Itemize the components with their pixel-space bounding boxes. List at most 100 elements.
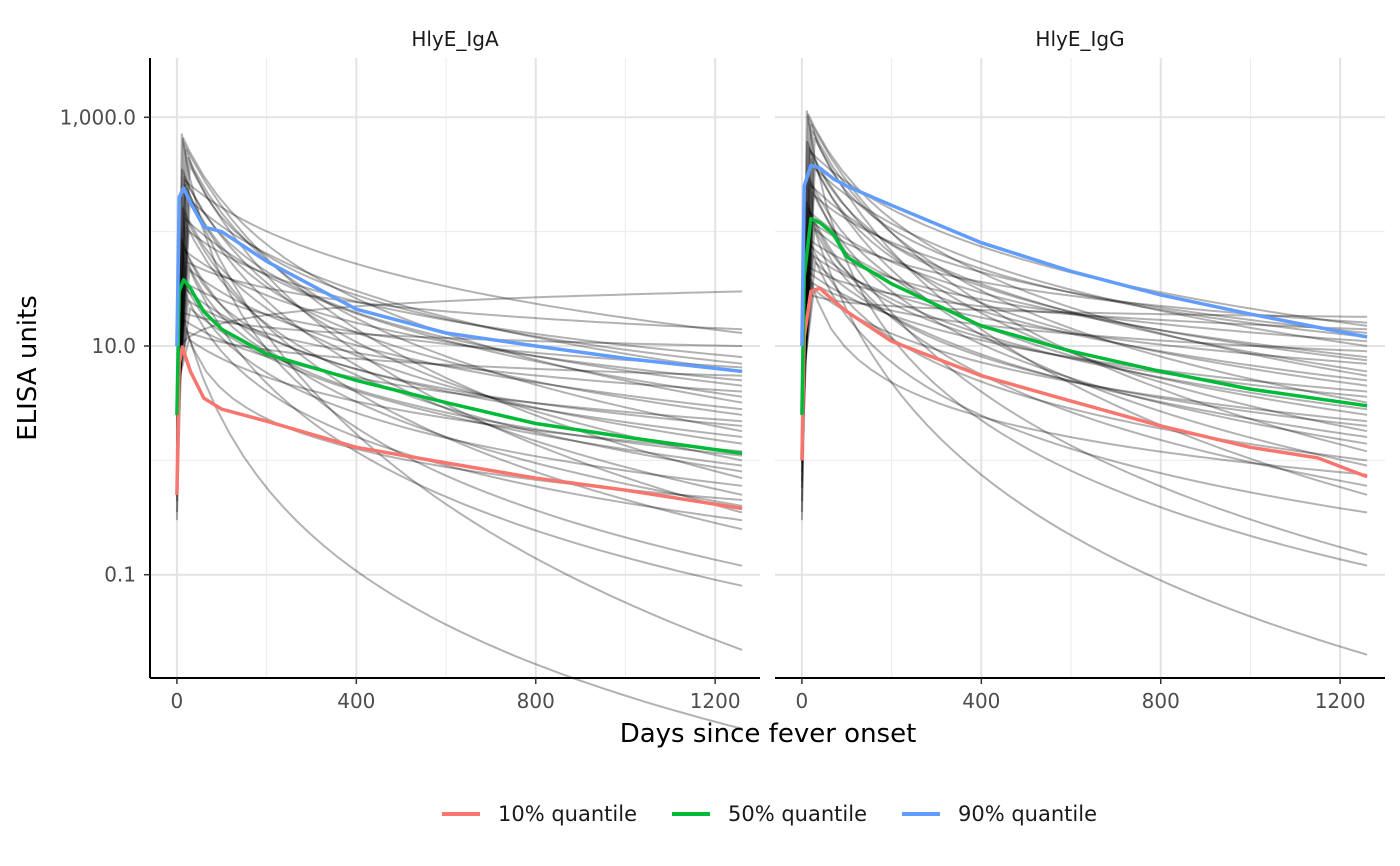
- x-tick-label: 400: [962, 689, 1000, 713]
- quantile-10-line: [800, 286, 1368, 479]
- individual-curve: [175, 197, 743, 437]
- individual-curve: [175, 318, 743, 423]
- individual-curve: [800, 137, 1368, 496]
- x-tick-label: 1200: [690, 689, 741, 713]
- individual-curve: [175, 248, 743, 414]
- individual-curve: [800, 193, 1368, 422]
- individual-curve: [175, 293, 743, 522]
- individual-curve: [175, 187, 743, 445]
- y-tick-label: 1,000.0: [60, 105, 136, 129]
- individual-curve: [175, 337, 743, 453]
- legend-item-90[interactable]: 90% quantile: [902, 802, 1097, 826]
- individual-curve: [800, 147, 1368, 454]
- individual-curve: [800, 291, 1368, 521]
- individual-curve: [800, 124, 1368, 482]
- individual-curve: [175, 207, 743, 445]
- individual-curves: [800, 110, 1368, 656]
- individual-curve: [175, 290, 743, 521]
- x-tick-label: 0: [796, 689, 809, 713]
- legend-label-10: 10% quantile: [498, 802, 637, 826]
- individual-curve: [800, 281, 1368, 391]
- individual-curve: [800, 287, 1368, 423]
- individual-curve: [800, 160, 1368, 467]
- x-tick-label: 0: [171, 689, 184, 713]
- individual-curve: [175, 287, 743, 438]
- individual-curve: [175, 260, 743, 410]
- individual-curve: [800, 110, 1368, 567]
- individual-curve: [800, 226, 1368, 408]
- individual-curve: [800, 180, 1368, 556]
- individual-curve: [800, 157, 1368, 445]
- individual-curve: [175, 149, 743, 482]
- individual-curve: [800, 260, 1368, 438]
- individual-curve: [800, 182, 1368, 427]
- individual-curve: [800, 113, 1368, 502]
- individual-curve: [175, 183, 743, 651]
- quantile-90-line: [800, 163, 1368, 347]
- x-tick-label: 1200: [1315, 689, 1366, 713]
- quantile-50-line: [800, 216, 1368, 415]
- legend-item-10[interactable]: 10% quantile: [442, 802, 637, 826]
- quantile-10-line: [175, 345, 743, 511]
- individual-curve: [175, 267, 743, 411]
- panel-hlye-igg: 0 400 800 1200: [775, 58, 1385, 713]
- individual-curve: [175, 299, 743, 399]
- quantile-50-line: [175, 277, 743, 456]
- individual-curve: [175, 141, 743, 488]
- individual-curve: [800, 165, 1368, 437]
- individual-curve: [800, 191, 1368, 445]
- individual-curve: [800, 237, 1368, 404]
- x-tick-label: 800: [517, 689, 555, 713]
- x-tick-label: 800: [1142, 689, 1180, 713]
- individual-curve: [175, 238, 743, 427]
- strip-title-hlye-iga: HlyE_IgA: [411, 27, 499, 51]
- individual-curve: [175, 242, 743, 507]
- individual-curve: [175, 192, 743, 496]
- x-tick-label: 400: [337, 689, 375, 713]
- individual-curve: [175, 306, 743, 467]
- individual-curve: [800, 254, 1368, 399]
- individual-curve: [800, 278, 1368, 476]
- individual-curve: [800, 201, 1368, 419]
- individual-curve: [175, 229, 743, 422]
- individual-curve: [800, 243, 1368, 411]
- individual-curve: [175, 178, 743, 450]
- legend: 10% quantile 50% quantile 90% quantile: [442, 802, 1097, 826]
- strip-title-hlye-igg: HlyE_IgG: [1035, 27, 1124, 51]
- individual-curve: [800, 270, 1368, 394]
- individual-curve: [175, 211, 743, 531]
- quantile-curves: [800, 163, 1368, 479]
- individual-curve: [175, 315, 743, 730]
- legend-item-50[interactable]: 50% quantile: [672, 802, 867, 826]
- individual-curve: [800, 218, 1368, 427]
- individual-curve: [175, 137, 743, 502]
- individual-curve: [175, 217, 743, 427]
- individual-curve: [800, 130, 1368, 472]
- individual-curve: [800, 140, 1368, 460]
- individual-curve: [175, 133, 743, 567]
- individual-curve: [175, 156, 743, 472]
- legend-label-50: 50% quantile: [728, 802, 867, 826]
- individual-curve: [800, 174, 1368, 433]
- x-axis-title: Days since fever onset: [620, 719, 917, 749]
- individual-curve: [175, 223, 743, 473]
- individual-curve: [175, 257, 743, 457]
- individual-curve: [800, 220, 1368, 410]
- quantile-curves: [175, 186, 743, 511]
- individual-curve: [800, 209, 1368, 414]
- individual-curve: [800, 235, 1368, 462]
- individual-curve: [800, 116, 1368, 488]
- legend-label-90: 90% quantile: [958, 802, 1097, 826]
- individual-curve: [175, 311, 743, 396]
- y-tick-label: 10.0: [91, 334, 136, 358]
- y-tick-label: 0.1: [104, 563, 136, 587]
- y-axis-title: ELISA units: [13, 295, 43, 441]
- individual-curve: [175, 168, 743, 460]
- individual-curve: [800, 224, 1368, 656]
- individual-curve: [800, 207, 1368, 487]
- individual-curve: [175, 276, 743, 487]
- individual-curve: [175, 160, 743, 514]
- gridlines: [775, 58, 1385, 678]
- individual-curve: [800, 264, 1368, 396]
